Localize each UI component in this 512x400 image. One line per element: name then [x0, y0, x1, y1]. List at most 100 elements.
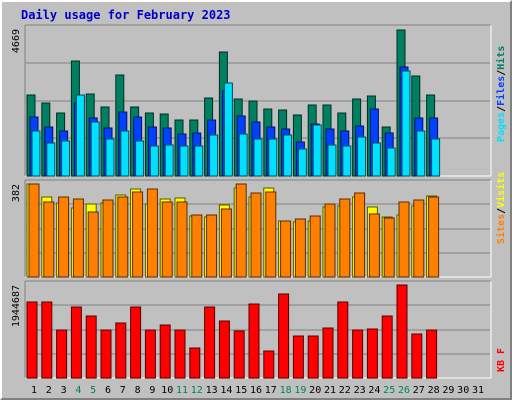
bar	[416, 130, 426, 177]
series-pages	[31, 70, 441, 177]
bar	[85, 315, 97, 379]
bar	[426, 329, 438, 379]
ymax-label: 4669	[11, 29, 22, 53]
legend-entry: Hits	[495, 46, 507, 70]
bar	[189, 347, 201, 379]
day-label: 10	[161, 385, 173, 396]
day-label: 9	[149, 385, 155, 396]
panel-visits-sites: 382 Sites/Visits	[11, 172, 507, 278]
bar	[307, 335, 319, 379]
bar	[26, 301, 38, 379]
bar	[248, 303, 260, 379]
chart-title: Daily usage for February 2023	[21, 8, 231, 22]
bar	[401, 70, 411, 177]
legend: Sites/Visits	[495, 172, 507, 244]
bar	[56, 329, 68, 379]
day-label: 22	[339, 385, 351, 396]
legend-entry: Visits	[495, 172, 507, 208]
day-label: 17	[265, 385, 277, 396]
day-label: 11	[176, 385, 188, 396]
bar	[191, 214, 203, 278]
panel-kbf: 1944687 KB F	[11, 280, 507, 379]
bar	[164, 144, 174, 177]
bar	[428, 196, 440, 278]
legend-entry: Pages	[496, 112, 507, 142]
day-label: 16	[250, 385, 262, 396]
bar	[102, 199, 114, 278]
day-label: 14	[220, 385, 232, 396]
day-label: 23	[354, 385, 366, 396]
day-label: 6	[105, 385, 111, 396]
bar	[206, 214, 218, 278]
bar	[278, 293, 290, 379]
bar	[105, 138, 115, 177]
bar	[194, 145, 204, 177]
bar	[179, 145, 189, 177]
bar	[149, 145, 159, 177]
day-label: 3	[61, 385, 67, 396]
legend-entry: KB F	[496, 348, 507, 372]
day-label: 18	[280, 385, 292, 396]
bar	[46, 142, 56, 177]
bar	[72, 198, 84, 278]
bar	[294, 218, 306, 278]
bar	[381, 315, 393, 379]
bar	[431, 138, 441, 177]
bar	[396, 284, 408, 379]
bar	[220, 208, 232, 278]
bar	[386, 147, 396, 177]
bar	[339, 198, 351, 278]
day-label: 13	[206, 385, 218, 396]
bar	[132, 191, 144, 278]
bar	[322, 327, 334, 379]
bar	[342, 145, 352, 177]
day-label: 27	[413, 385, 425, 396]
bar	[146, 188, 158, 278]
day-label: 29	[442, 385, 454, 396]
legend-entry: /	[496, 106, 507, 112]
bar	[352, 329, 364, 379]
bar	[223, 82, 233, 177]
day-label: 19	[294, 385, 306, 396]
day-label: 7	[120, 385, 126, 396]
bar	[115, 322, 127, 379]
bar	[383, 217, 395, 278]
bar	[70, 306, 82, 379]
day-label: 30	[457, 385, 469, 396]
bar	[357, 136, 367, 177]
bar	[327, 144, 337, 177]
bar	[235, 183, 247, 278]
bar	[120, 130, 130, 177]
bar	[117, 196, 129, 278]
day-label: 12	[191, 385, 203, 396]
legend: Pages/Files/Hits	[495, 46, 507, 142]
bar	[209, 134, 219, 177]
bar	[297, 148, 307, 177]
bar	[324, 203, 336, 278]
day-label: 8	[135, 385, 141, 396]
bar	[371, 142, 381, 177]
day-label: 31	[472, 385, 484, 396]
legend-entry: /	[496, 70, 507, 76]
day-label: 21	[324, 385, 336, 396]
bar	[159, 324, 171, 379]
day-label: 28	[428, 385, 440, 396]
bar	[41, 301, 53, 379]
bar	[174, 329, 186, 379]
day-label: 1	[31, 385, 37, 396]
bar	[204, 306, 216, 379]
legend: KB F	[496, 348, 507, 372]
ymax-label: 382	[11, 184, 22, 202]
bar	[280, 220, 292, 278]
legend-entry: /	[496, 208, 507, 214]
bar	[411, 333, 423, 379]
series-sites	[28, 183, 440, 278]
day-label: 5	[90, 385, 96, 396]
bar	[43, 201, 55, 278]
day-label: 15	[235, 385, 247, 396]
panel-hits-files-pages: 4669 Pages/Files/Hits	[11, 24, 507, 177]
bar	[253, 138, 263, 177]
series-kb-f	[26, 284, 438, 379]
bar	[218, 320, 230, 379]
bar	[413, 199, 425, 278]
